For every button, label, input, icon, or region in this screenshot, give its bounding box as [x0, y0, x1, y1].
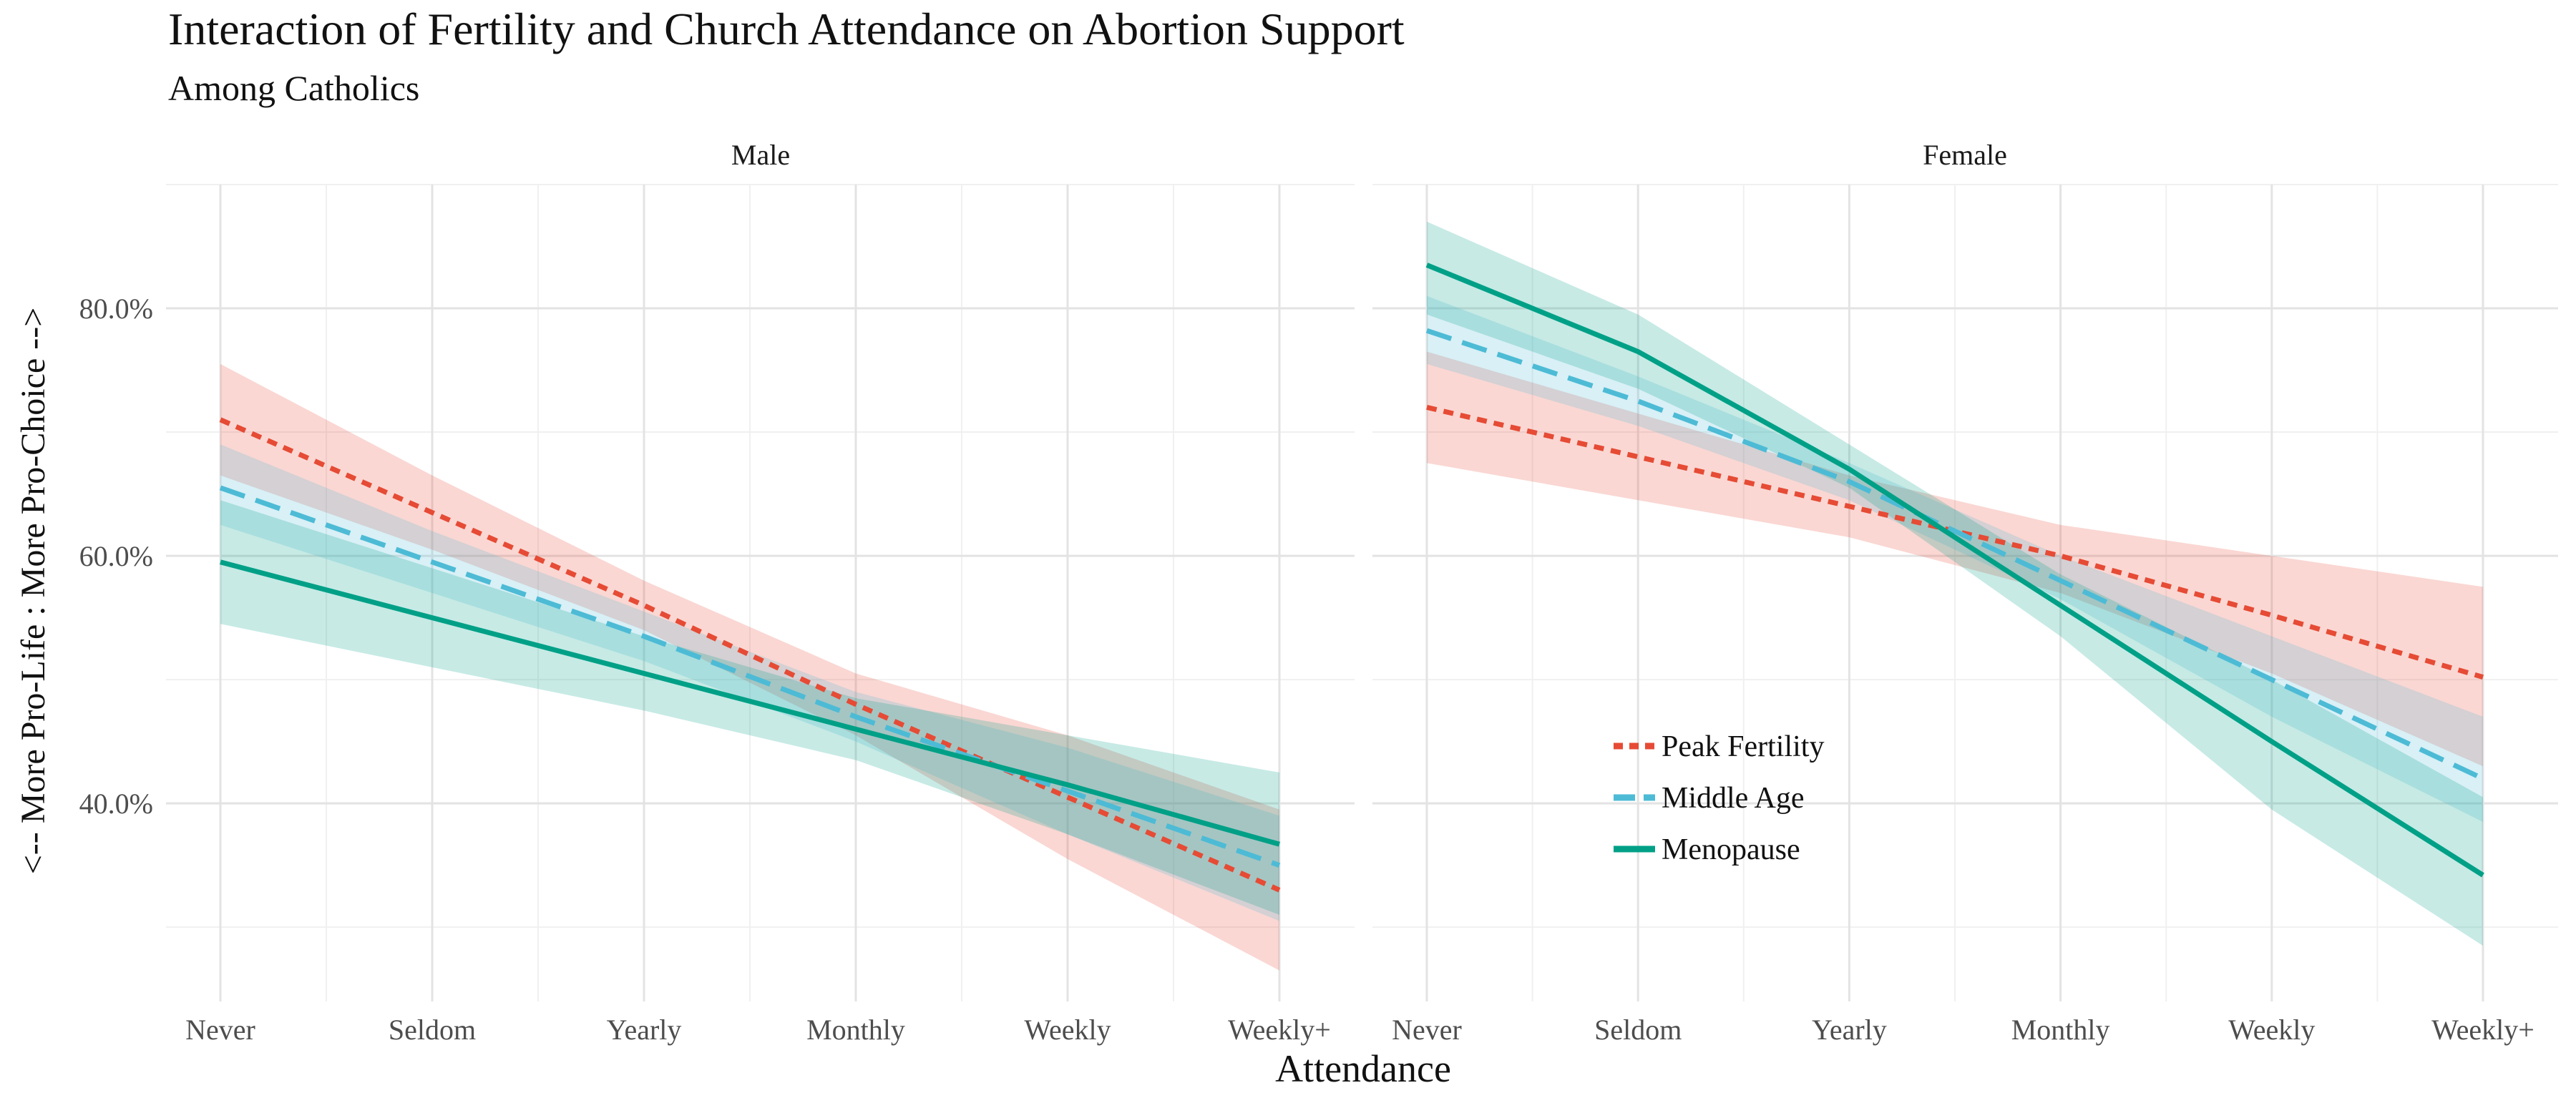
panel-male: Never Seldom Yearly Monthly Weekly Weekly+ — [166, 184, 1355, 1046]
legend-label-middle-age: Middle Age — [1662, 782, 1804, 815]
legend-label-menopause: Menopause — [1662, 833, 1800, 866]
ribbon-middle-age — [220, 444, 1279, 921]
legend: Peak Fertility Middle Age Menopause — [1614, 730, 1824, 866]
x-tick-label: Yearly — [607, 1014, 682, 1046]
x-tick-label: Yearly — [1812, 1014, 1887, 1046]
panel-strip-male: Male — [731, 139, 790, 171]
series-line-middle-age — [1425, 328, 2484, 781]
panel-female: Never Seldom Yearly Monthly Weekly Weekly+ — [1372, 184, 2558, 1046]
x-tick-label: Monthly — [2011, 1014, 2110, 1046]
ribbon-menopause — [220, 500, 1279, 915]
x-tick-label: Monthly — [806, 1014, 905, 1046]
series-line-peak-fertility — [219, 417, 1281, 893]
y-axis-title: <-- More Pro-Life : More Pro-Choice --> — [14, 308, 52, 875]
ribbon-middle-age — [1427, 295, 2483, 823]
chart-title: Interaction of Fertility and Church Atte… — [168, 4, 1405, 54]
y-tick-label: 60.0% — [79, 540, 153, 572]
series-line-menopause — [220, 559, 1280, 847]
panel-strip-female: Female — [1923, 139, 2007, 171]
x-tick-label: Seldom — [389, 1014, 476, 1046]
y-tick-label: 40.0% — [79, 788, 153, 820]
chart-subtitle: Among Catholics — [168, 68, 419, 108]
x-tick-label: Weekly — [1024, 1014, 1111, 1046]
ribbon-peak-fertility — [220, 363, 1279, 971]
ribbon-peak-fertility — [1427, 351, 2483, 767]
series-line-middle-age — [219, 485, 1281, 868]
series-line-peak-fertility — [1426, 405, 2484, 680]
ribbon-menopause — [1427, 221, 2483, 946]
x-tick-label: Weekly+ — [2431, 1014, 2534, 1046]
legend-label-peak-fertility: Peak Fertility — [1662, 730, 1824, 763]
x-tick-label: Weekly — [2228, 1014, 2315, 1046]
x-tick-label: Weekly+ — [1228, 1014, 1331, 1046]
x-axis-title: Attendance — [1275, 1047, 1451, 1090]
x-tick-label: Never — [185, 1014, 255, 1046]
series-line-menopause — [1425, 263, 2484, 878]
plot-area: Never Seldom Yearly Monthly Weekly Weekly+ Nev… — [79, 184, 2558, 1046]
x-tick-label: Seldom — [1594, 1014, 1682, 1046]
x-tick-label: Never — [1392, 1014, 1462, 1046]
y-tick-label: 80.0% — [79, 293, 153, 325]
